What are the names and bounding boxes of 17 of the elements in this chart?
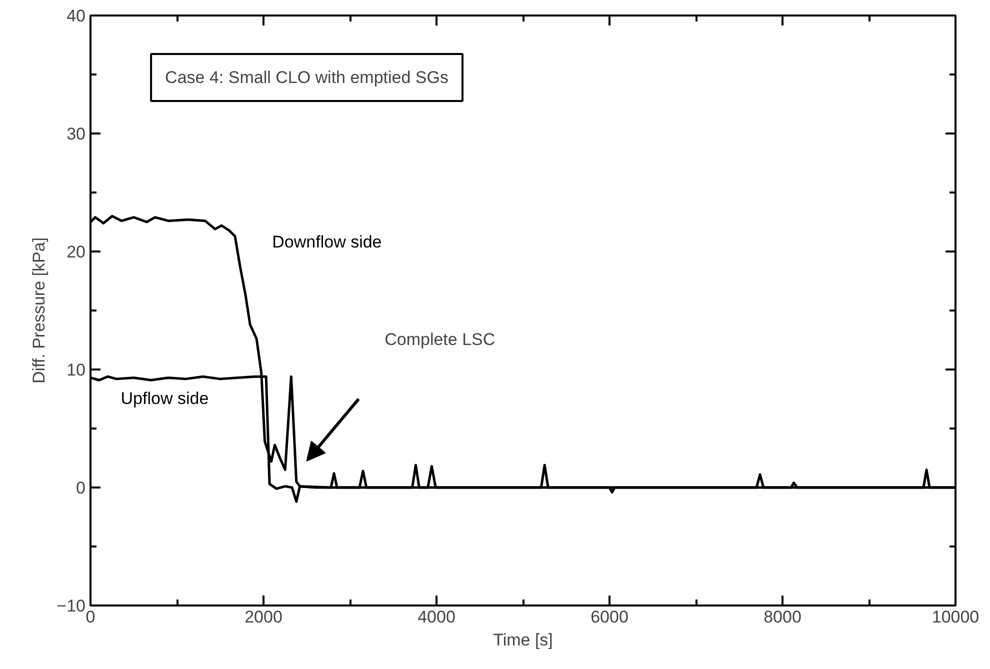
annotation: Complete LSC (384, 330, 496, 349)
y-tick-label: 20 (66, 242, 86, 262)
y-tick-label: 40 (66, 6, 86, 26)
y-tick-label: 0 (76, 478, 86, 498)
y-tick-label: 10 (66, 360, 86, 380)
x-tick-label: 10000 (932, 608, 980, 626)
x-tick-label: 8000 (764, 608, 802, 626)
annotation: Case 4: Small CLO with emptied SGs (165, 68, 449, 88)
y-axis-title: Diff. Pressure [kPa] (30, 237, 49, 384)
y-tick-label: 30 (66, 124, 86, 144)
x-tick-label: 6000 (590, 608, 628, 626)
y-tick-label: −10 (56, 596, 86, 616)
x-tick-label: 4000 (418, 608, 456, 626)
series-label: Upflow side (120, 388, 209, 408)
x-tick-label: 2000 (244, 608, 282, 626)
text: Downflow side (272, 232, 382, 252)
x-axis-title: Time [s] (493, 630, 553, 650)
